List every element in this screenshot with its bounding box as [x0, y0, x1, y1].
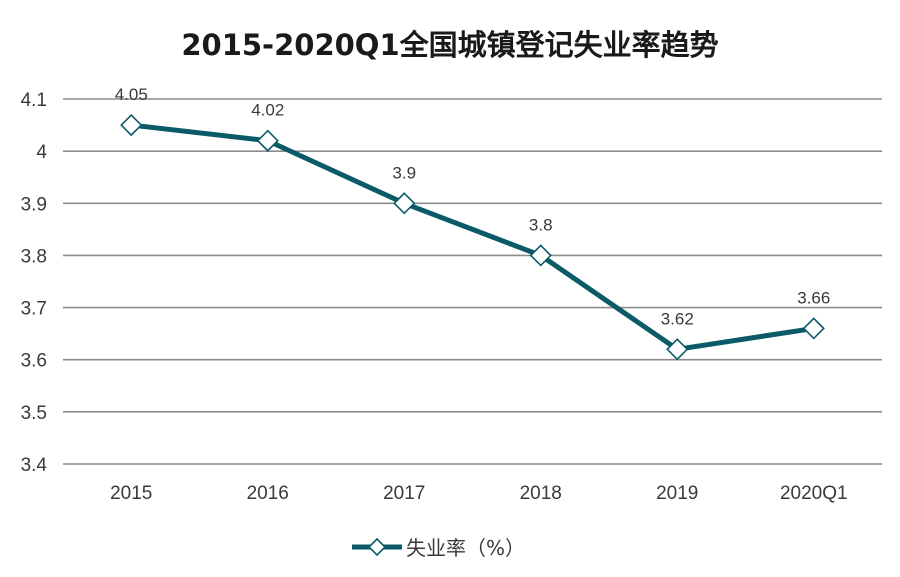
gridlines	[63, 98, 882, 465]
x-axis-ticks: 2015 2016 2017 2018 2019 2020Q1	[110, 483, 847, 504]
data-label: 3.62	[661, 309, 694, 328]
y-tick-label: 3.9	[21, 194, 47, 215]
data-point-marker	[666, 338, 689, 361]
y-tick-label: 4.1	[21, 90, 47, 111]
x-tick-label: 2016	[247, 483, 289, 504]
legend: 失业率（%）	[352, 536, 525, 560]
x-tick-label: 2018	[520, 483, 562, 504]
data-label: 4.02	[251, 101, 284, 120]
y-tick-label: 3.8	[21, 246, 47, 267]
y-tick-label: 3.7	[21, 299, 47, 320]
legend-label: 失业率（%）	[406, 536, 525, 560]
data-point-marker	[529, 244, 552, 267]
x-tick-label: 2020Q1	[780, 483, 848, 504]
series-markers	[120, 113, 825, 361]
chart-title: 2015-2020Q1全国城镇登记失业率趋势	[181, 28, 718, 62]
data-label: 3.8	[529, 215, 553, 234]
data-labels: 4.05 4.02 3.9 3.8 3.62 3.66	[115, 85, 831, 328]
data-point-marker	[802, 317, 825, 340]
y-tick-label: 4	[36, 142, 47, 163]
x-tick-label: 2015	[110, 483, 152, 504]
y-axis-ticks: 3.4 3.5 3.6 3.7 3.8 3.9 4 4.1	[21, 90, 48, 476]
y-tick-label: 3.6	[21, 351, 47, 372]
series-line-unemployment-rate	[130, 122, 815, 352]
data-point-marker	[256, 129, 279, 152]
data-label: 3.66	[797, 288, 830, 307]
data-point-marker	[393, 192, 416, 215]
legend-diamond-marker	[367, 537, 387, 557]
data-point-marker	[120, 113, 143, 137]
data-label: 3.9	[392, 163, 416, 182]
data-label: 4.05	[115, 85, 148, 104]
x-tick-label: 2019	[656, 483, 698, 504]
y-tick-label: 3.4	[21, 455, 48, 476]
y-tick-label: 3.5	[21, 403, 47, 424]
x-tick-label: 2017	[383, 483, 425, 504]
